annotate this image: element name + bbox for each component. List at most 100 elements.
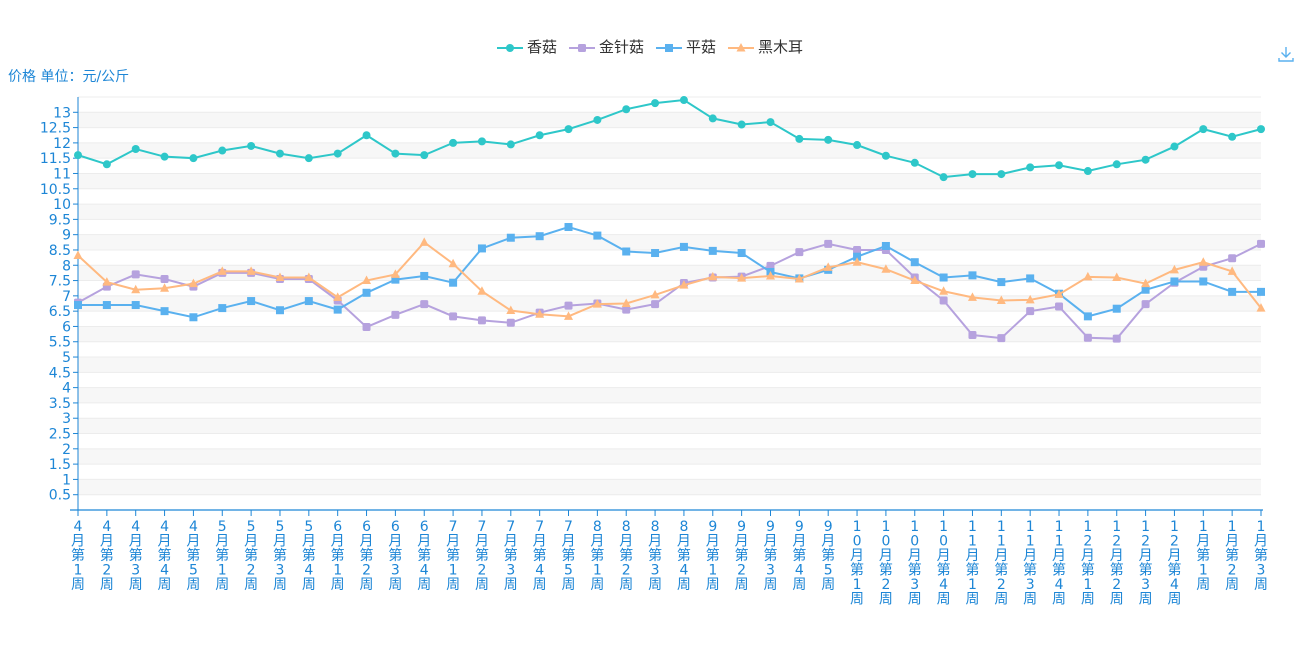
data-point xyxy=(390,269,400,278)
series-1 xyxy=(74,96,1265,182)
data-point xyxy=(275,272,285,281)
data-point xyxy=(1026,163,1035,172)
data-point xyxy=(1025,294,1035,304)
x-tick-label: 4 月第 2 周 xyxy=(100,519,114,593)
data-point xyxy=(1257,287,1265,296)
legend-label: 金针菇 xyxy=(598,38,644,56)
data-point xyxy=(795,134,804,143)
grid-band xyxy=(78,418,1261,434)
data-point xyxy=(304,297,313,306)
legend-label: 香菇 xyxy=(526,38,557,56)
data-point xyxy=(1055,302,1064,311)
data-point xyxy=(420,271,429,280)
y-tick-label: 2 xyxy=(62,442,71,458)
series-line xyxy=(77,240,1262,318)
data-point xyxy=(1169,264,1179,274)
y-tick-label: 11.5 xyxy=(40,151,71,167)
data-point xyxy=(679,280,689,289)
data-point xyxy=(1228,254,1237,263)
data-point xyxy=(1141,300,1150,309)
data-point xyxy=(1112,272,1122,281)
data-point xyxy=(275,149,284,158)
data-point xyxy=(477,316,486,325)
legend-marker-icon xyxy=(568,44,595,52)
data-point xyxy=(1026,307,1035,316)
data-point xyxy=(1256,303,1266,312)
data-point xyxy=(1228,132,1237,141)
data-point xyxy=(939,273,948,282)
data-point xyxy=(968,170,977,179)
x-tick-label: 5 月第 4 周 xyxy=(302,519,316,593)
data-point xyxy=(1198,257,1208,266)
legend-item[interactable]: 金针菇 xyxy=(568,36,644,57)
y-tick-label: 8 xyxy=(62,258,71,274)
x-tick-label: 4 月第 5 周 xyxy=(186,519,200,593)
data-point xyxy=(1257,239,1265,248)
data-point xyxy=(853,252,862,261)
data-point xyxy=(189,154,198,163)
data-point xyxy=(592,299,602,308)
x-tick-label: 1 1 月第 2 周 xyxy=(994,519,1008,608)
data-point xyxy=(564,223,573,232)
legend-item[interactable]: 平菇 xyxy=(656,36,716,57)
legend-item[interactable]: 香菇 xyxy=(496,36,557,57)
data-point xyxy=(160,152,169,161)
data-point xyxy=(967,292,977,301)
y-tick-label: 4 xyxy=(62,381,71,397)
data-point xyxy=(391,149,400,158)
data-point xyxy=(996,295,1006,304)
data-point xyxy=(506,305,516,315)
x-tick-label: 1 2 月第 3 周 xyxy=(1139,519,1153,608)
legend-label: 平菇 xyxy=(686,38,717,56)
data-point xyxy=(304,154,313,163)
y-tick-label: 8.5 xyxy=(49,243,71,259)
legend-marker-icon xyxy=(656,44,682,52)
data-point xyxy=(939,296,948,305)
y-tick-label: 5.5 xyxy=(49,335,71,351)
download-icon[interactable] xyxy=(1276,44,1296,64)
data-point xyxy=(679,242,688,251)
data-point xyxy=(1112,304,1121,313)
data-point xyxy=(766,118,775,127)
data-point xyxy=(506,140,515,149)
y-tick-label: 5 xyxy=(62,350,71,366)
data-point xyxy=(766,261,775,270)
y-tick-label: 2.5 xyxy=(49,427,71,443)
y-tick-label: 7.5 xyxy=(49,274,71,290)
data-point xyxy=(737,273,747,282)
data-point xyxy=(1228,287,1237,296)
data-point xyxy=(997,278,1006,287)
data-point xyxy=(102,301,111,310)
data-point xyxy=(506,318,515,327)
data-point xyxy=(823,262,833,271)
data-point xyxy=(622,305,631,314)
data-point xyxy=(1026,274,1035,283)
x-tick-label: 8 月第 3 周 xyxy=(648,519,662,593)
data-point xyxy=(102,277,112,286)
data-point xyxy=(1083,271,1093,281)
x-tick-label: 6 月第 4 周 xyxy=(417,519,431,593)
grid-band xyxy=(78,326,1261,342)
x-tick-label: 7 月第 2 周 xyxy=(475,519,489,593)
data-point xyxy=(651,99,660,108)
legend-item[interactable]: 黑木耳 xyxy=(728,36,803,57)
x-tick-label: 7 月第 5 周 xyxy=(562,519,576,593)
data-point xyxy=(247,297,256,306)
data-point xyxy=(997,334,1006,343)
y-tick-label: 9 xyxy=(62,228,71,244)
data-point xyxy=(708,246,717,255)
data-point xyxy=(477,286,487,295)
x-tick-label: 4 月第 4 周 xyxy=(158,519,172,593)
y-tick-label: 4.5 xyxy=(49,365,71,381)
data-point xyxy=(939,286,949,295)
series-line xyxy=(77,242,1262,340)
grid-band xyxy=(78,112,1261,128)
grid-band xyxy=(78,234,1261,250)
x-tick-label: 1 0 月第 4 周 xyxy=(937,519,951,608)
data-point xyxy=(362,275,372,285)
data-point xyxy=(1170,277,1179,286)
x-tick-label: 9 月第 1 周 xyxy=(706,519,720,593)
data-point xyxy=(1083,333,1092,342)
x-tick-label: 7 月第 4 周 xyxy=(533,519,547,593)
x-tick-label: 6 月第 3 周 xyxy=(388,519,402,593)
